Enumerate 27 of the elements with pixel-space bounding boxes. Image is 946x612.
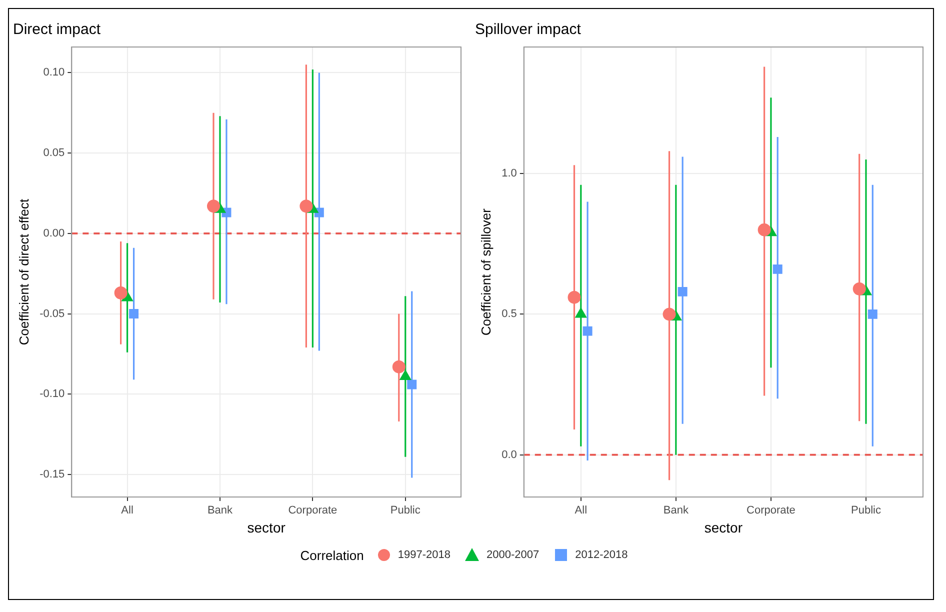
chart-title: Direct impact — [13, 21, 102, 38]
legend-label: 2012-2018 — [574, 548, 628, 563]
x-tick-label: Bank — [663, 504, 689, 517]
y-tick-label: 0.5 — [502, 308, 517, 320]
y-tick-label: 0.0 — [502, 448, 517, 461]
legend-label: 2000-2007 — [485, 548, 540, 563]
y-tick-label: -0.15 — [40, 468, 65, 481]
x-tick-label: Corporate — [288, 504, 338, 517]
y-tick-label: 0.05 — [43, 147, 65, 160]
y-tick-label: 0.00 — [43, 227, 65, 240]
x-axis-title: sector — [247, 519, 286, 536]
y-tick-label: 1.0 — [502, 168, 517, 180]
y-tick-label: -0.05 — [40, 308, 65, 320]
x-tick-label: Bank — [207, 504, 234, 517]
x-tick-label: Corporate — [746, 504, 796, 517]
x-tick-label: All — [121, 504, 134, 517]
chart-title: Spillover impact — [475, 21, 582, 38]
x-tick-label: All — [574, 504, 588, 517]
y-tick-label: 0.10 — [43, 66, 65, 79]
x-tick-label: Public — [390, 504, 421, 517]
x-axis-title: sector — [704, 519, 743, 536]
legend-label: 1997-2018 — [396, 548, 450, 563]
legend-title: Correlation — [300, 548, 364, 562]
y-tick-label: -0.10 — [40, 388, 65, 400]
y-axis-title: Coefficient of direct effect — [16, 198, 32, 346]
y-axis-title: Coefficient of spillover — [478, 208, 494, 336]
x-tick-label: Public — [851, 504, 882, 517]
